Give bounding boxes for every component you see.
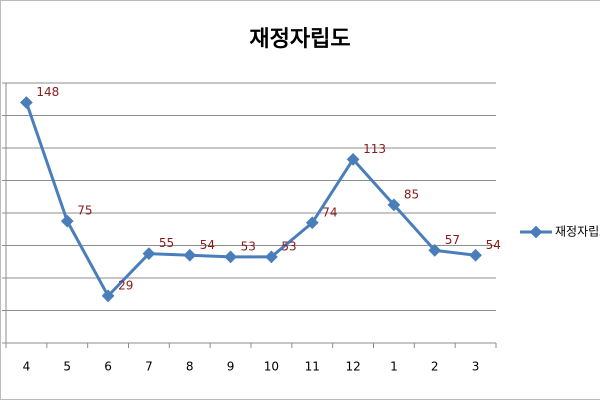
data-label: 54 — [200, 238, 215, 252]
data-label: 54 — [486, 238, 501, 252]
x-tick-label: 8 — [186, 360, 194, 374]
marker — [469, 248, 482, 262]
data-label: 75 — [77, 204, 92, 218]
data-label: 53 — [281, 239, 296, 253]
marker — [101, 289, 115, 303]
x-tick-label: 6 — [104, 360, 112, 374]
x-tick-label: 2 — [431, 360, 439, 374]
data-label: 148 — [36, 85, 59, 99]
marker — [428, 244, 442, 257]
marker — [305, 216, 319, 230]
x-tick-label: 11 — [305, 360, 320, 374]
x-tick-label: 1 — [390, 360, 398, 374]
data-label: 113 — [363, 142, 386, 156]
legend-label: 재정자립도 — [555, 225, 600, 239]
x-tick-label: 4 — [23, 360, 31, 374]
data-label: 55 — [159, 236, 174, 250]
marker — [224, 250, 237, 264]
marker — [60, 214, 74, 228]
data-label: 53 — [241, 239, 256, 253]
x-tick-label: 5 — [63, 360, 71, 374]
marker — [183, 248, 197, 262]
marker — [142, 247, 156, 260]
marker — [346, 153, 360, 166]
x-tick-label: 3 — [472, 360, 480, 374]
marker — [265, 250, 278, 264]
x-tick-label: 12 — [345, 360, 360, 374]
x-tick-label: 9 — [227, 360, 235, 374]
data-label: 74 — [322, 205, 337, 219]
series-line — [24, 102, 476, 299]
x-tick-label: 10 — [264, 360, 279, 374]
marker — [387, 198, 401, 212]
chart-title: 재정자립도 — [249, 27, 350, 52]
data-label: 85 — [404, 187, 419, 201]
data-label: 57 — [445, 233, 460, 247]
x-tick-label: 7 — [145, 360, 153, 374]
data-label: 29 — [118, 278, 133, 292]
